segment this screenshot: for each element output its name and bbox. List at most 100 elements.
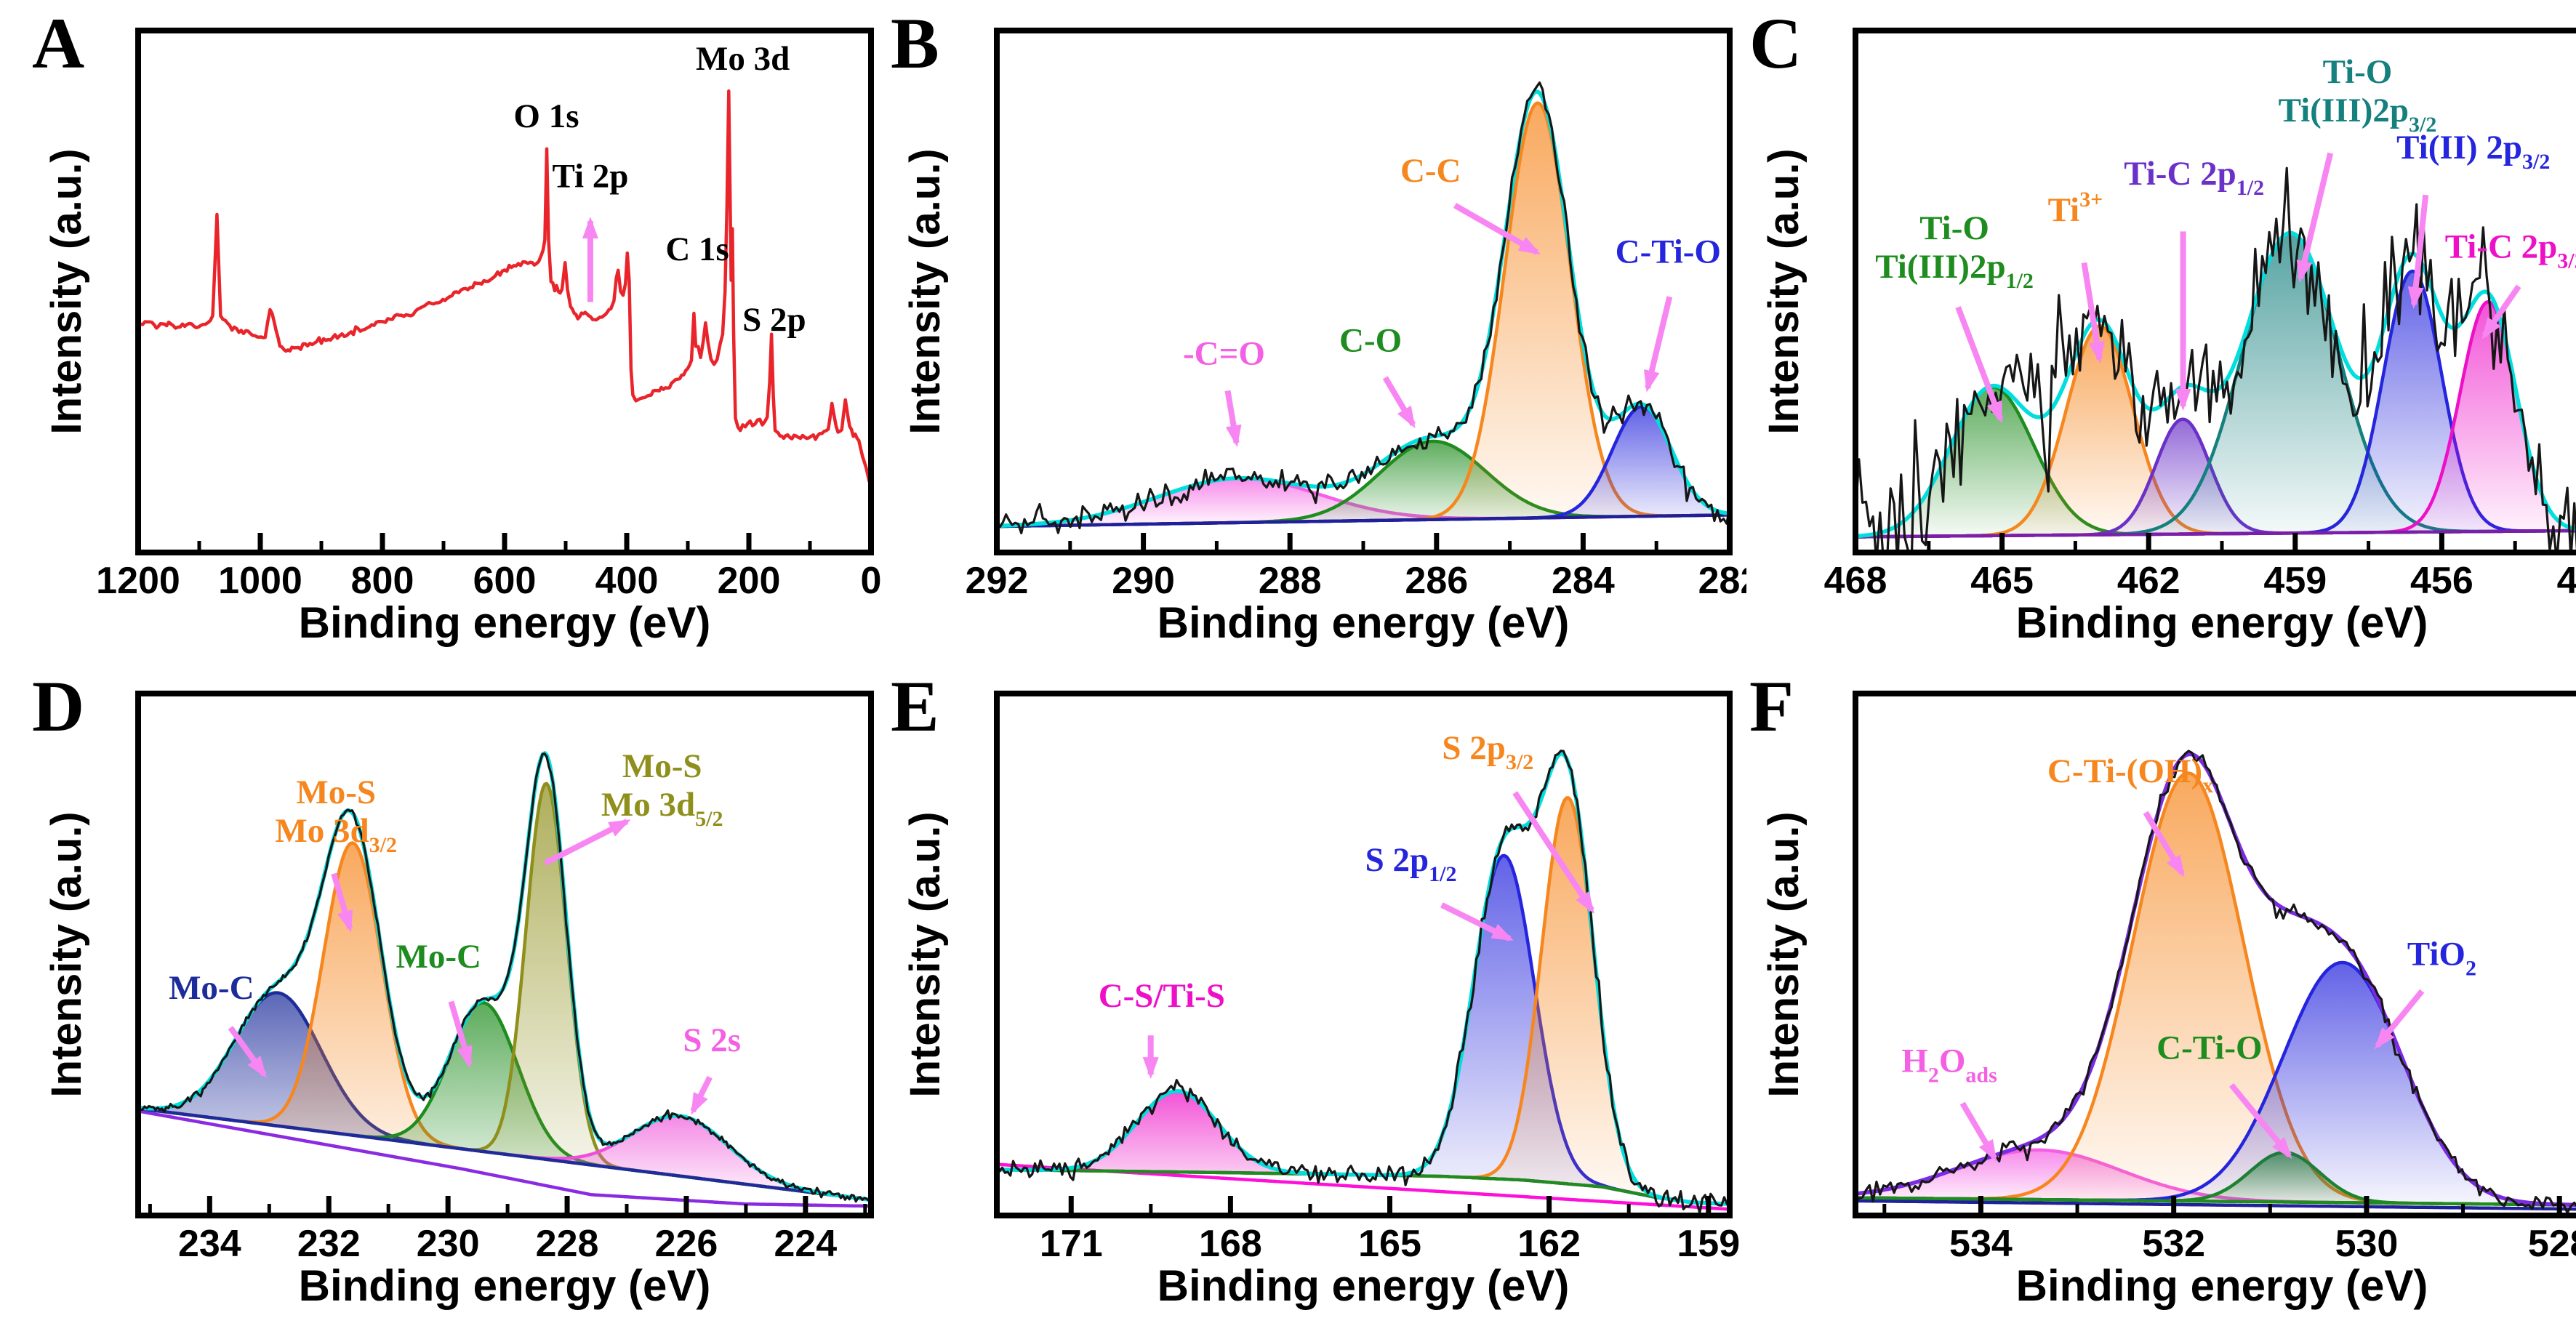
species-label: TiO2 bbox=[2407, 935, 2476, 980]
peak-fill-2 bbox=[999, 797, 1728, 1205]
species-label: Ti(III)2p1/2 bbox=[1875, 248, 2034, 293]
x-axis-ticks: 1200 1000 800 600 400 200 0 bbox=[96, 533, 881, 602]
panel-C-plot: 468465462459456453Ti-OTi(III)2p1/2Ti3+Ti… bbox=[1824, 28, 2576, 602]
x-tick-label: 456 bbox=[2410, 560, 2473, 602]
x-tick-label: 159 bbox=[1677, 1223, 1740, 1265]
x-axis-label: Binding energy (eV) bbox=[1157, 598, 1570, 647]
panel-letter-B: B bbox=[891, 3, 939, 84]
panel-letter-D: D bbox=[32, 666, 85, 747]
species-label: Mo-C bbox=[169, 969, 254, 1007]
annotations: -C=O C-O C-C C-Ti-O bbox=[1183, 152, 1721, 448]
annotation-arrow bbox=[2296, 152, 2334, 283]
annotation-arrow bbox=[2143, 811, 2185, 877]
x-axis-label: Binding energy (eV) bbox=[2015, 1261, 2428, 1310]
peak-fill-5 bbox=[1858, 302, 2576, 537]
x-tick-label: 224 bbox=[774, 1223, 837, 1265]
annotation-arrow bbox=[1453, 203, 1541, 255]
plot-border bbox=[1853, 28, 2576, 555]
x-tick-label: 1000 bbox=[218, 560, 302, 602]
x-tick-label: 162 bbox=[1517, 1223, 1581, 1265]
annotation-arrow bbox=[1224, 390, 1242, 448]
panel-letter-F: F bbox=[1749, 666, 1794, 747]
plot-border bbox=[135, 691, 874, 1218]
x-axis-label: Binding energy (eV) bbox=[298, 598, 711, 647]
baseline bbox=[1858, 1196, 2576, 1207]
species-label: S 2p bbox=[742, 301, 806, 339]
x-tick-label: 284 bbox=[1552, 560, 1615, 602]
panel-A-plot: 1200 1000 800 600 400 200 0 Mo 3d O 1s Ti 2p C 1s S… bbox=[96, 28, 881, 602]
species-label: Mo 3d5/2 bbox=[601, 786, 723, 831]
panel-F-plot: 534 532 530 528 H2Oads C-Ti-(OH)x C-Ti-O TiO2 bbox=[1853, 691, 2576, 1265]
x-tick-label: 232 bbox=[297, 1223, 361, 1265]
panel-E-plot: 171 168 165 162 159 C-S/Ti-S S 2p1/2 S 2p3/2 bbox=[994, 691, 1740, 1265]
annotation-arrow bbox=[2229, 1082, 2292, 1160]
annotation-arrow bbox=[2374, 989, 2425, 1050]
panel-C: C Intensity (a.u.) 468465462459456453Ti-… bbox=[1746, 7, 2576, 675]
peak-fill-3 bbox=[1858, 963, 2576, 1205]
panel-letter-E: E bbox=[891, 666, 939, 747]
x-tick-label: 400 bbox=[595, 560, 659, 602]
species-label: Ti-O bbox=[2323, 53, 2393, 91]
peak-fill-1 bbox=[999, 441, 1728, 527]
x-tick-label: 530 bbox=[2335, 1223, 2399, 1265]
x-tick-label: 230 bbox=[417, 1223, 480, 1265]
annotations: Mo-CMo-SMo 3d3/2Mo-CMo-SMo 3d5/2S 2s bbox=[169, 747, 741, 1115]
plot-border bbox=[135, 28, 874, 555]
x-tick-label: 528 bbox=[2528, 1223, 2576, 1265]
x-axis-ticks: 534 532 530 528 bbox=[1882, 1196, 2576, 1265]
species-label: Ti-C 2p3/2 bbox=[2445, 228, 2576, 273]
x-tick-label: 226 bbox=[655, 1223, 718, 1265]
annotation-arrow bbox=[1440, 902, 1514, 942]
annotation-arrow bbox=[228, 1026, 267, 1079]
peak-fill-2 bbox=[140, 1002, 869, 1200]
annotation-arrow bbox=[1955, 306, 2004, 424]
species-label: Ti(III)2p3/2 bbox=[2279, 92, 2437, 137]
curves bbox=[140, 89, 869, 484]
raw-data-curve bbox=[1858, 750, 2576, 1213]
x-tick-label: 600 bbox=[473, 560, 537, 602]
x-axis-label: Binding energy (eV) bbox=[2015, 598, 2428, 647]
x-tick-label: 200 bbox=[718, 560, 781, 602]
x-tick-label: 532 bbox=[2142, 1223, 2205, 1265]
species-label: C-O bbox=[1339, 322, 1402, 360]
plot-border bbox=[994, 691, 1733, 1218]
species-label: Ti(II) 2p3/2 bbox=[2396, 129, 2550, 174]
x-tick-label: 462 bbox=[2117, 560, 2180, 602]
extra-baseline-0 bbox=[1858, 1199, 2576, 1211]
panel-F: F Intensity (a.u.) 534532530528H2OadsC-T… bbox=[1746, 670, 2576, 1326]
x-tick-label: 168 bbox=[1199, 1223, 1262, 1265]
x-tick-label: 288 bbox=[1259, 560, 1322, 602]
annotation-arrow bbox=[1644, 296, 1673, 393]
x-axis-label: Binding energy (eV) bbox=[1157, 1261, 1570, 1310]
species-label: C 1s bbox=[665, 230, 729, 268]
x-tick-label: 800 bbox=[351, 560, 414, 602]
species-label: S 2p1/2 bbox=[1365, 841, 1457, 886]
annotation-arrow bbox=[690, 1075, 713, 1115]
panel-letter-A: A bbox=[32, 3, 85, 84]
species-label: C-Ti-O bbox=[1616, 233, 1721, 271]
species-label: C-C bbox=[1400, 152, 1461, 190]
annotations: Mo 3d O 1s Ti 2p C 1s S 2p bbox=[513, 40, 806, 339]
species-label: Ti-O bbox=[1919, 209, 1989, 247]
species-label: S 2p3/2 bbox=[1442, 729, 1533, 774]
peak-fill-0 bbox=[999, 1090, 1728, 1205]
x-tick-label: 468 bbox=[1824, 560, 1887, 602]
x-axis-ticks: 292 290 288 286 284 282 bbox=[966, 533, 1746, 602]
baseline bbox=[999, 513, 1728, 529]
curves bbox=[1858, 166, 2576, 550]
x-tick-label: 453 bbox=[2557, 560, 2576, 602]
species-label: Mo-S bbox=[296, 774, 376, 811]
x-axis-label: Binding energy (eV) bbox=[298, 1261, 711, 1310]
annotation-arrow bbox=[2481, 284, 2521, 339]
peak-fill-4 bbox=[1858, 270, 2576, 537]
peak-fill-1 bbox=[1858, 773, 2576, 1205]
curves bbox=[999, 81, 1728, 534]
species-label: C-Ti-(OH)x bbox=[2047, 752, 2213, 797]
curves bbox=[999, 750, 1728, 1213]
raw-data-curve bbox=[1858, 166, 2576, 550]
panel-B-plot: 292 290 288 286 284 282 -C=O C-O C-C C-Ti-O bbox=[966, 28, 1746, 602]
peak-fill-2 bbox=[999, 103, 1728, 527]
species-label: Ti 2p bbox=[552, 157, 628, 195]
annotation-arrow bbox=[543, 819, 631, 866]
